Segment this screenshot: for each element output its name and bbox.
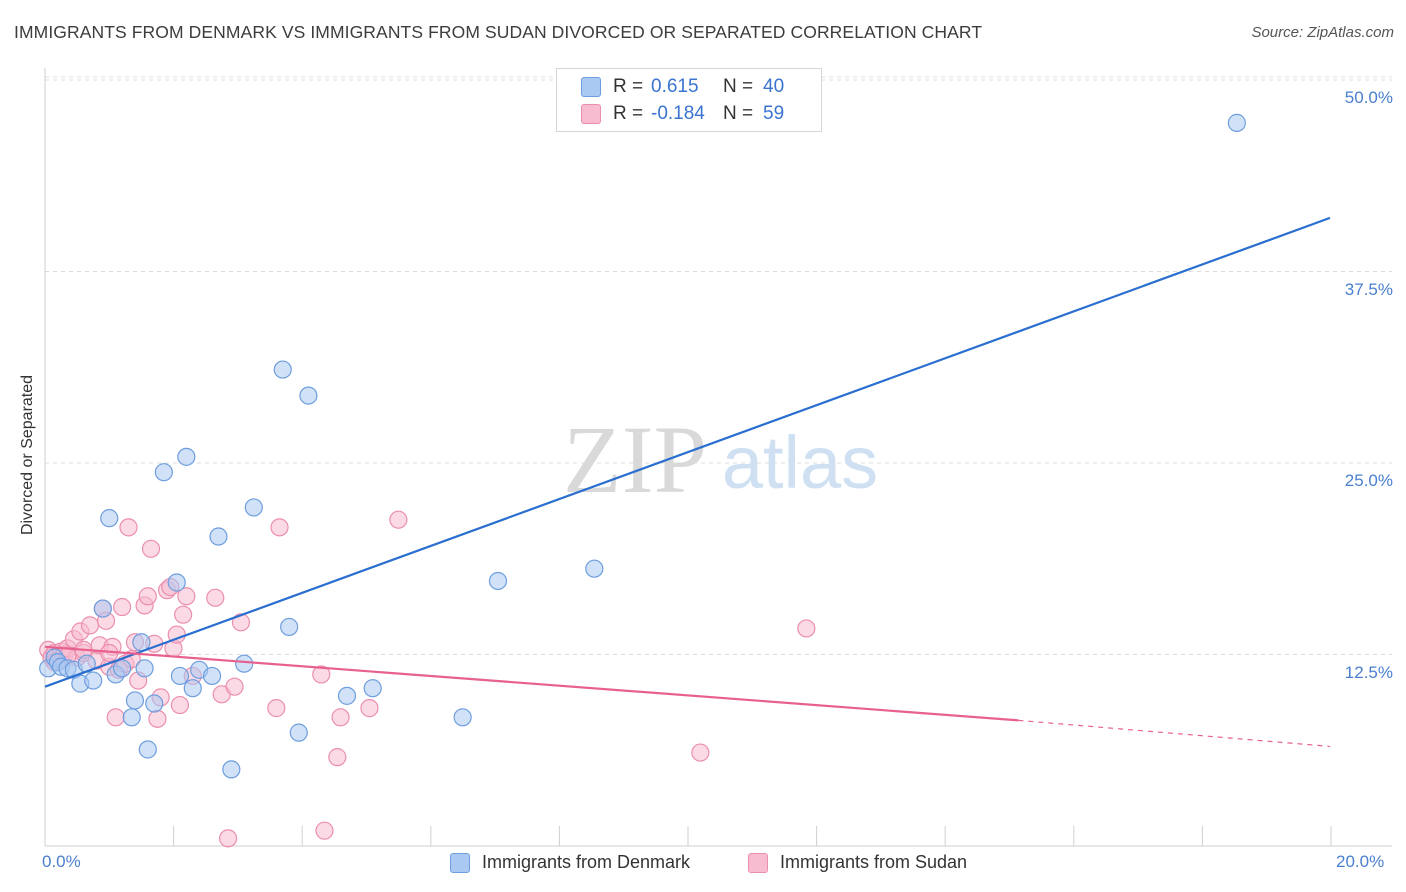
sudan-point: [138, 587, 157, 606]
denmark-point: [145, 694, 164, 713]
denmark-point: [112, 659, 132, 678]
denmark-point: [135, 659, 154, 678]
denmark-point: [453, 708, 472, 727]
denmark-point: [93, 599, 112, 618]
sudan-point: [119, 518, 138, 537]
sudan-trend-line: [44, 645, 1019, 722]
sudan-point: [80, 616, 100, 635]
n-value-denmark: 40: [763, 76, 785, 97]
r-value-denmark: 0.615: [651, 76, 699, 97]
x-tick-label-min: 0.0%: [42, 852, 81, 871]
r-label: R =: [613, 103, 644, 124]
denmark-point: [299, 386, 318, 405]
y-tick-label: 12.5%: [1344, 662, 1393, 682]
r-value-sudan: -0.184: [651, 103, 705, 124]
denmark-point: [125, 691, 145, 710]
denmark-point: [585, 559, 604, 578]
denmark-point: [222, 760, 241, 779]
denmark-point: [122, 708, 141, 727]
n-label: N =: [723, 76, 754, 97]
sudan-point: [360, 699, 379, 718]
denmark-point: [167, 573, 186, 592]
sudan-point: [797, 619, 816, 638]
denmark-legend-swatch: [450, 852, 470, 873]
denmark-point: [84, 671, 103, 690]
denmark-point: [280, 617, 299, 637]
denmark-point: [183, 679, 202, 698]
sudan-trend-extension: [1018, 719, 1331, 748]
sudan-point: [106, 708, 125, 727]
denmark-point: [235, 654, 254, 673]
sudan-point: [174, 605, 193, 624]
denmark-point: [154, 463, 173, 482]
denmark-point: [363, 679, 382, 698]
n-value-sudan: 59: [763, 103, 785, 124]
denmark-swatch: [581, 77, 601, 97]
sudan-point: [312, 665, 331, 684]
y-tick-label: 37.5%: [1344, 279, 1393, 299]
denmark-point: [202, 666, 222, 686]
denmark-point: [244, 498, 263, 517]
denmark-point: [488, 571, 508, 591]
sudan-point: [148, 709, 167, 728]
legend-label-denmark: Immigrants from Denmark: [482, 852, 691, 872]
watermark-zip: ZIP: [563, 406, 707, 513]
sudan-points: [39, 510, 816, 848]
y-tick-label: 50.0%: [1344, 88, 1393, 107]
legend-item-denmark[interactable]: Immigrants from Denmark: [450, 852, 690, 873]
x-tick-label-max: 20.0%: [1336, 852, 1385, 871]
axes: [44, 68, 1392, 847]
chart-title: IMMIGRANTS FROM DENMARK VS IMMIGRANTS FR…: [14, 22, 983, 42]
sudan-point: [231, 613, 251, 632]
series-legend: Immigrants from Denmark Immigrants from …: [0, 852, 1406, 878]
sudan-point: [270, 518, 289, 537]
sudan-point: [112, 597, 132, 617]
denmark-point: [177, 447, 196, 466]
sudan-point: [328, 748, 347, 767]
denmark-point: [100, 509, 119, 528]
sudan-legend-swatch: [748, 852, 768, 873]
legend-row-denmark: R = 0.615 N = 40: [581, 75, 784, 99]
sudan-point: [331, 708, 350, 727]
sudan-point: [177, 587, 196, 606]
denmark-point: [138, 740, 157, 759]
sudan-point: [389, 510, 408, 529]
legend-label-sudan: Immigrants from Sudan: [780, 852, 968, 872]
n-label: N =: [723, 103, 754, 124]
sudan-point: [315, 821, 334, 840]
denmark-trend-line: [44, 216, 1331, 688]
denmark-point: [209, 527, 228, 546]
legend-item-sudan[interactable]: Immigrants from Sudan: [748, 852, 967, 873]
trend-lines: [44, 216, 1331, 748]
sudan-point: [219, 829, 238, 848]
watermark: ZIP atlas: [563, 406, 878, 513]
sudan-point: [170, 695, 190, 715]
denmark-point: [289, 723, 308, 742]
source-label: Source: ZipAtlas.com: [1251, 24, 1394, 41]
denmark-point: [1227, 113, 1246, 132]
sudan-point: [206, 588, 225, 607]
denmark-point: [170, 666, 190, 686]
sudan-point: [267, 699, 286, 718]
denmark-points: [39, 113, 1246, 779]
correlation-legend: R = 0.615 N = 40 R = -0.184 N = 59: [556, 68, 822, 132]
denmark-point: [273, 360, 292, 379]
y-tick-label: 25.0%: [1344, 471, 1393, 490]
sudan-point: [141, 539, 161, 558]
sudan-point: [225, 677, 244, 696]
sudan-swatch: [581, 104, 601, 124]
r-label: R =: [613, 76, 644, 97]
watermark-atlas: atlas: [722, 421, 878, 504]
denmark-point: [337, 686, 357, 705]
sudan-point: [691, 743, 710, 762]
legend-row-sudan: R = -0.184 N = 59: [581, 102, 784, 126]
grid-lines: [45, 76, 1392, 655]
